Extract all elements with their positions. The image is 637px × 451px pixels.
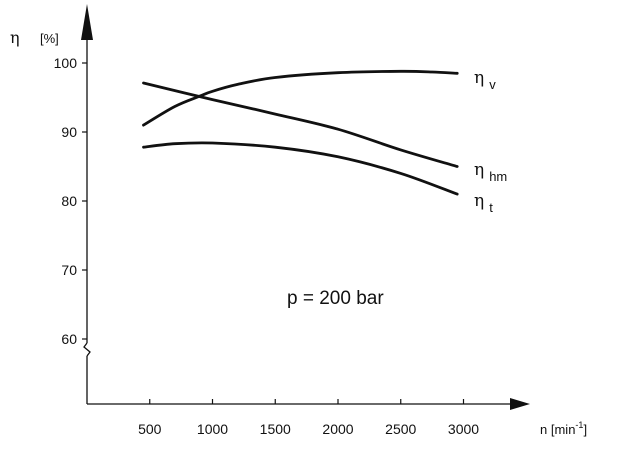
series-label-eta-hm: η hm xyxy=(474,160,507,184)
axes xyxy=(81,4,530,410)
y-tick-label: 100 xyxy=(54,55,78,71)
y-ticks: 60 70 80 90 100 xyxy=(54,55,87,347)
x-axis-title-symbol: n xyxy=(540,422,547,437)
series-line-eta-hm xyxy=(142,81,459,168)
x-ticks: 500 1000 1500 2000 2500 3000 xyxy=(138,399,479,437)
x-tick-label: 1000 xyxy=(197,421,228,437)
x-axis-title-exponent: -1 xyxy=(575,420,583,430)
y-tick-label: 90 xyxy=(61,124,77,140)
y-tick-label: 80 xyxy=(61,193,77,209)
series-label-subscript: v xyxy=(489,77,496,92)
y-tick-label: 70 xyxy=(61,262,77,278)
x-tick-label: 3000 xyxy=(448,421,479,437)
series-curves xyxy=(142,69,459,196)
series-label-subscript: hm xyxy=(489,169,507,184)
x-tick-label: 500 xyxy=(138,421,162,437)
series-line-eta-t xyxy=(142,141,459,196)
series-label-symbol: η xyxy=(474,191,484,211)
series-labels: η vη hmη t xyxy=(474,68,507,215)
y-axis-arrow xyxy=(81,4,93,40)
x-tick-label: 2000 xyxy=(322,421,353,437)
x-axis-title: n [min-1] xyxy=(540,420,587,437)
x-tick-label: 2500 xyxy=(385,421,416,437)
y-axis-title-symbol: η xyxy=(10,28,20,47)
y-axis-title-unit: [%] xyxy=(40,31,59,46)
y-axis-break xyxy=(83,342,91,357)
series-line-eta-v xyxy=(142,69,459,127)
x-axis-arrow xyxy=(510,398,530,410)
series-label-symbol: η xyxy=(474,68,484,88)
x-tick-label: 1500 xyxy=(260,421,291,437)
series-label-symbol: η xyxy=(474,160,484,180)
series-label-subscript: t xyxy=(489,200,493,215)
y-tick-label: 60 xyxy=(61,331,77,347)
pressure-annotation: p = 200 bar xyxy=(287,288,384,309)
x-axis-title-close: ] xyxy=(583,422,587,437)
x-axis-title-unit: [min xyxy=(551,422,576,437)
